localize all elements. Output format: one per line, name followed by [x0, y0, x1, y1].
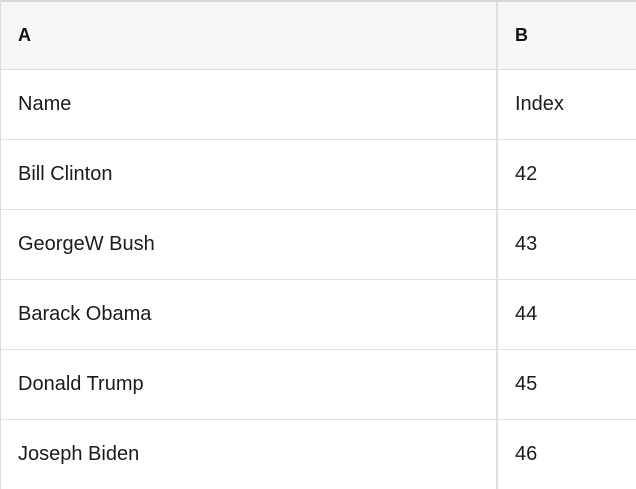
cell-b[interactable]: 44 [498, 280, 636, 349]
table-row: GeorgeW Bush 43 [1, 210, 636, 280]
column-header-row: A B [1, 2, 636, 70]
cell-a[interactable]: Joseph Biden [1, 420, 498, 489]
cell-text: 46 [515, 443, 538, 465]
cell-text: Bill Clinton [18, 163, 113, 185]
cell-text: Index [515, 93, 564, 115]
cell-text: 45 [515, 373, 538, 395]
column-header-a[interactable]: A [1, 2, 498, 69]
cell-b[interactable]: Index [498, 70, 636, 139]
cell-b[interactable]: 46 [498, 420, 636, 489]
column-header-a-label: A [18, 25, 31, 45]
cell-text: Name [18, 93, 72, 115]
table-row: Donald Trump 45 [1, 350, 636, 420]
table-row: Barack Obama 44 [1, 280, 636, 350]
cell-a[interactable]: GeorgeW Bush [1, 210, 498, 279]
cell-text: Barack Obama [18, 303, 152, 325]
table-row: Name Index [1, 70, 636, 140]
cell-b[interactable]: 43 [498, 210, 636, 279]
cell-b[interactable]: 42 [498, 140, 636, 209]
column-header-b-label: B [515, 25, 528, 45]
cell-text: 44 [515, 303, 538, 325]
cell-text: GeorgeW Bush [18, 233, 155, 255]
cell-text: Donald Trump [18, 373, 144, 395]
cell-text: 43 [515, 233, 538, 255]
cell-b[interactable]: 45 [498, 350, 636, 419]
cell-text: 42 [515, 163, 538, 185]
cell-a[interactable]: Barack Obama [1, 280, 498, 349]
table-row: Joseph Biden 46 [1, 420, 636, 489]
cell-text: Joseph Biden [18, 443, 140, 465]
cell-a[interactable]: Donald Trump [1, 350, 498, 419]
cell-a[interactable]: Bill Clinton [1, 140, 498, 209]
cell-a[interactable]: Name [1, 70, 498, 139]
column-header-b[interactable]: B [498, 2, 636, 69]
table-row: Bill Clinton 42 [1, 140, 636, 210]
